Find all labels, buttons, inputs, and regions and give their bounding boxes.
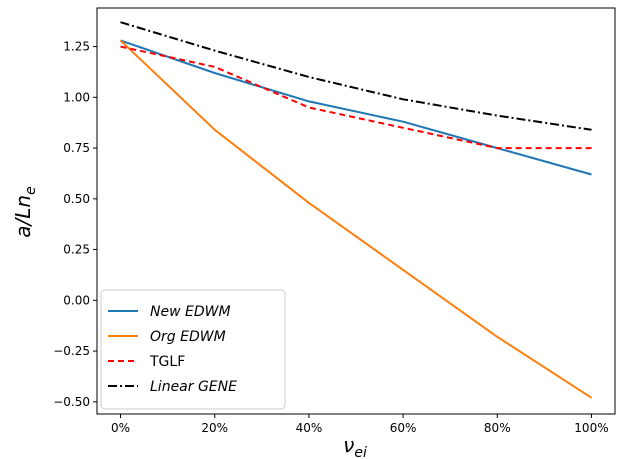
legend-label: Linear GENE — [150, 379, 237, 395]
y-axis-title-main: a/Ln — [11, 195, 35, 238]
y-tick-label: 0.00 — [63, 293, 90, 307]
legend: New EDWM Org EDWM TGLF Linear GENE — [100, 289, 286, 410]
series-line-2 — [120, 45, 592, 150]
y-tick-label: 0.25 — [63, 243, 90, 257]
series-lines — [119, 21, 593, 399]
series-line-0 — [120, 39, 592, 176]
y-tick-label: 1.00 — [63, 90, 90, 104]
x-tick-label: 60% — [390, 421, 417, 435]
x-tick-label: 20% — [201, 421, 228, 435]
y-tick-label: 0.50 — [63, 192, 90, 206]
legend-label: New EDWM — [150, 304, 231, 320]
x-axis-title-main: ν — [343, 433, 354, 457]
y-axis-title: a/Lne — [11, 186, 39, 237]
y-tick-label: 0.75 — [63, 141, 90, 155]
legend-label: Org EDWM — [150, 329, 226, 345]
legend-label: TGLF — [149, 354, 185, 370]
y-axis-title-sub: e — [23, 186, 39, 195]
y-tick-label: 1.25 — [63, 40, 90, 54]
x-axis-title-sub: ei — [354, 445, 367, 459]
legend-box — [100, 289, 286, 410]
x-tick-label: 80% — [484, 421, 511, 435]
series-line-1 — [119, 39, 593, 399]
y-axis: −0.50 −0.25 0.00 0.25 0.50 0.75 1.00 1.25 — [53, 40, 97, 409]
x-tick-label: 40% — [296, 421, 323, 435]
x-tick-label: 100% — [574, 421, 608, 435]
x-axis: 0% 20% 40% 60% 80% 100% — [111, 414, 609, 435]
series-line-3 — [120, 21, 592, 131]
y-tick-label: −0.25 — [53, 344, 90, 358]
x-axis-title: νei — [343, 433, 367, 459]
x-tick-label: 0% — [111, 421, 130, 435]
y-tick-label: −0.50 — [53, 395, 90, 409]
